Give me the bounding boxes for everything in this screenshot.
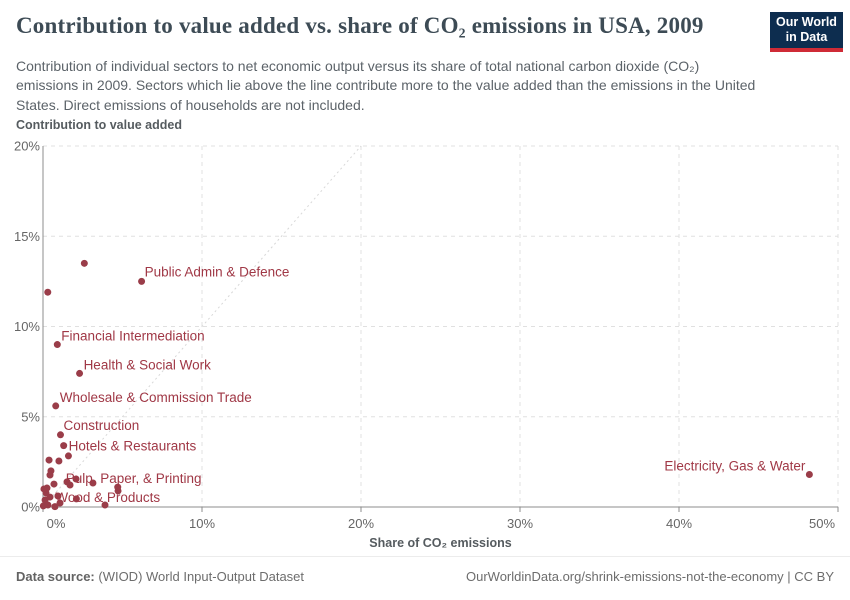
y-tick-label: 15% bbox=[14, 229, 40, 244]
parity-line bbox=[42, 145, 362, 508]
entity-label[interactable]: Wholesale & Commission Trade bbox=[60, 390, 252, 405]
scatter-point[interactable] bbox=[51, 503, 59, 511]
data-source-note: Data source: (WIOD) World Input-Output D… bbox=[16, 569, 304, 584]
scatter-point[interactable] bbox=[138, 277, 146, 285]
entity-label[interactable]: Health & Social Work bbox=[84, 357, 212, 372]
owid-link[interactable]: OurWorldinData.org/shrink-emissions-not-… bbox=[466, 569, 834, 584]
entity-label[interactable]: Public Admin & Defence bbox=[145, 264, 290, 279]
scatter-point[interactable] bbox=[55, 457, 63, 465]
scatter-point[interactable] bbox=[39, 502, 47, 510]
x-tick-label: 0% bbox=[47, 516, 66, 531]
scatter-point[interactable] bbox=[64, 452, 72, 460]
entity-label[interactable]: Financial Intermediation bbox=[61, 329, 204, 344]
scatter-point[interactable] bbox=[56, 431, 64, 439]
x-tick-label: 10% bbox=[189, 516, 215, 531]
scatter-point[interactable] bbox=[80, 259, 88, 267]
scatter-point[interactable] bbox=[805, 471, 813, 479]
scatter-point[interactable] bbox=[46, 471, 54, 479]
scatter-point[interactable] bbox=[54, 492, 62, 500]
scatter-point[interactable] bbox=[46, 493, 54, 501]
scatter-point[interactable] bbox=[60, 442, 68, 450]
owid-logo-line1: Our World bbox=[776, 15, 837, 29]
scatter-point[interactable] bbox=[50, 480, 58, 488]
scatter-point[interactable] bbox=[72, 495, 80, 503]
entity-label[interactable]: Hotels & Restaurants bbox=[69, 439, 197, 454]
y-tick-label: 5% bbox=[21, 409, 40, 424]
owid-logo-line2: in Data bbox=[785, 30, 828, 44]
entity-label[interactable]: Wood & Products bbox=[55, 490, 160, 505]
x-tick-label: 20% bbox=[348, 516, 374, 531]
entity-label[interactable]: Construction bbox=[63, 418, 139, 433]
x-tick-label: 30% bbox=[507, 516, 533, 531]
x-tick-label: 40% bbox=[666, 516, 692, 531]
scatter-point[interactable] bbox=[76, 369, 84, 377]
page-title: Contribution to value added vs. share of… bbox=[16, 13, 704, 38]
chart-footer: Data source: (WIOD) World Input-Output D… bbox=[0, 556, 850, 600]
data-source-value: (WIOD) World Input-Output Dataset bbox=[94, 569, 305, 584]
scatter-point[interactable] bbox=[44, 288, 52, 296]
scatter-point[interactable] bbox=[45, 456, 53, 464]
scatter-point[interactable] bbox=[53, 341, 61, 349]
scatter-point[interactable] bbox=[89, 479, 97, 487]
scatter-point[interactable] bbox=[72, 475, 80, 483]
scatter-point[interactable] bbox=[52, 402, 60, 410]
owid-logo[interactable]: Our World in Data bbox=[770, 12, 843, 52]
entity-label[interactable]: Electricity, Gas & Water bbox=[664, 459, 806, 474]
scatter-point[interactable] bbox=[101, 501, 109, 509]
entity-label[interactable]: Pulp, Paper, & Printing bbox=[66, 471, 202, 486]
scatter-point[interactable] bbox=[43, 484, 51, 492]
y-tick-label: 10% bbox=[14, 319, 40, 334]
data-source-label: Data source: bbox=[16, 569, 95, 584]
scatter-point[interactable] bbox=[114, 483, 122, 491]
y-tick-label: 20% bbox=[14, 139, 40, 154]
chart-subtitle: Contribution of individual sectors to ne… bbox=[16, 58, 756, 113]
x-tick-label: 50% bbox=[809, 516, 835, 531]
scatter-point[interactable] bbox=[56, 499, 64, 507]
y-axis-title: Contribution to value added bbox=[16, 118, 182, 132]
scatter-point[interactable] bbox=[66, 481, 74, 489]
y-tick-label: 0% bbox=[21, 500, 40, 515]
x-axis-title: Share of CO₂ emissions bbox=[369, 536, 512, 550]
